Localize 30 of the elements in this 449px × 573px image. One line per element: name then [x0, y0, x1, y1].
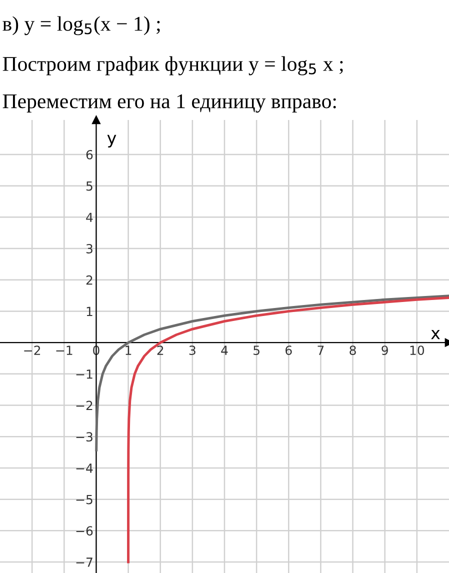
y-tick-label: 4: [86, 212, 93, 222]
x-tick-label: 10: [410, 346, 424, 356]
y-tick-label: −6: [76, 526, 93, 536]
y-axis-title: y: [107, 134, 116, 148]
y-tick-label: −3: [76, 432, 92, 442]
x-tick-label: 8: [350, 346, 356, 356]
x-tick-label: 6: [286, 346, 292, 356]
x-tick-label: −1: [56, 346, 72, 355]
y-tick-label: −1: [76, 370, 92, 379]
y-tick-label: 6: [86, 150, 93, 160]
chart-title: в) y = log$_{5}$(x − 1) ;: [2, 16, 160, 36]
y-tick-label: −2: [76, 400, 92, 410]
x-tick-label: 2: [157, 346, 164, 355]
y-tick-label: −5: [76, 494, 92, 504]
x-tick-label: 7: [318, 346, 324, 355]
chart-subtitle: Построим график функции y = log$_{5}$ x ;: [2, 56, 343, 76]
text: Переместим его на 1 единицу вправо:: [2, 94, 336, 113]
y-tick-label: 5: [86, 181, 92, 191]
y-tick-label: 1: [86, 306, 92, 316]
x-tick-label: 4: [221, 346, 228, 355]
x-tick-label: −2: [24, 346, 40, 355]
x-tick-label: 1: [126, 346, 132, 355]
x-tick-label: 3: [189, 346, 196, 356]
y-tick-label: −4: [76, 464, 93, 473]
x-tick-label: 9: [382, 346, 388, 356]
y-tick-label: 2: [86, 275, 92, 285]
x-axis-title: x: [431, 330, 440, 340]
y-tick-label: −7: [76, 558, 92, 567]
y-tick-label: 3: [86, 244, 92, 254]
x-tick-label: 5: [254, 346, 260, 356]
